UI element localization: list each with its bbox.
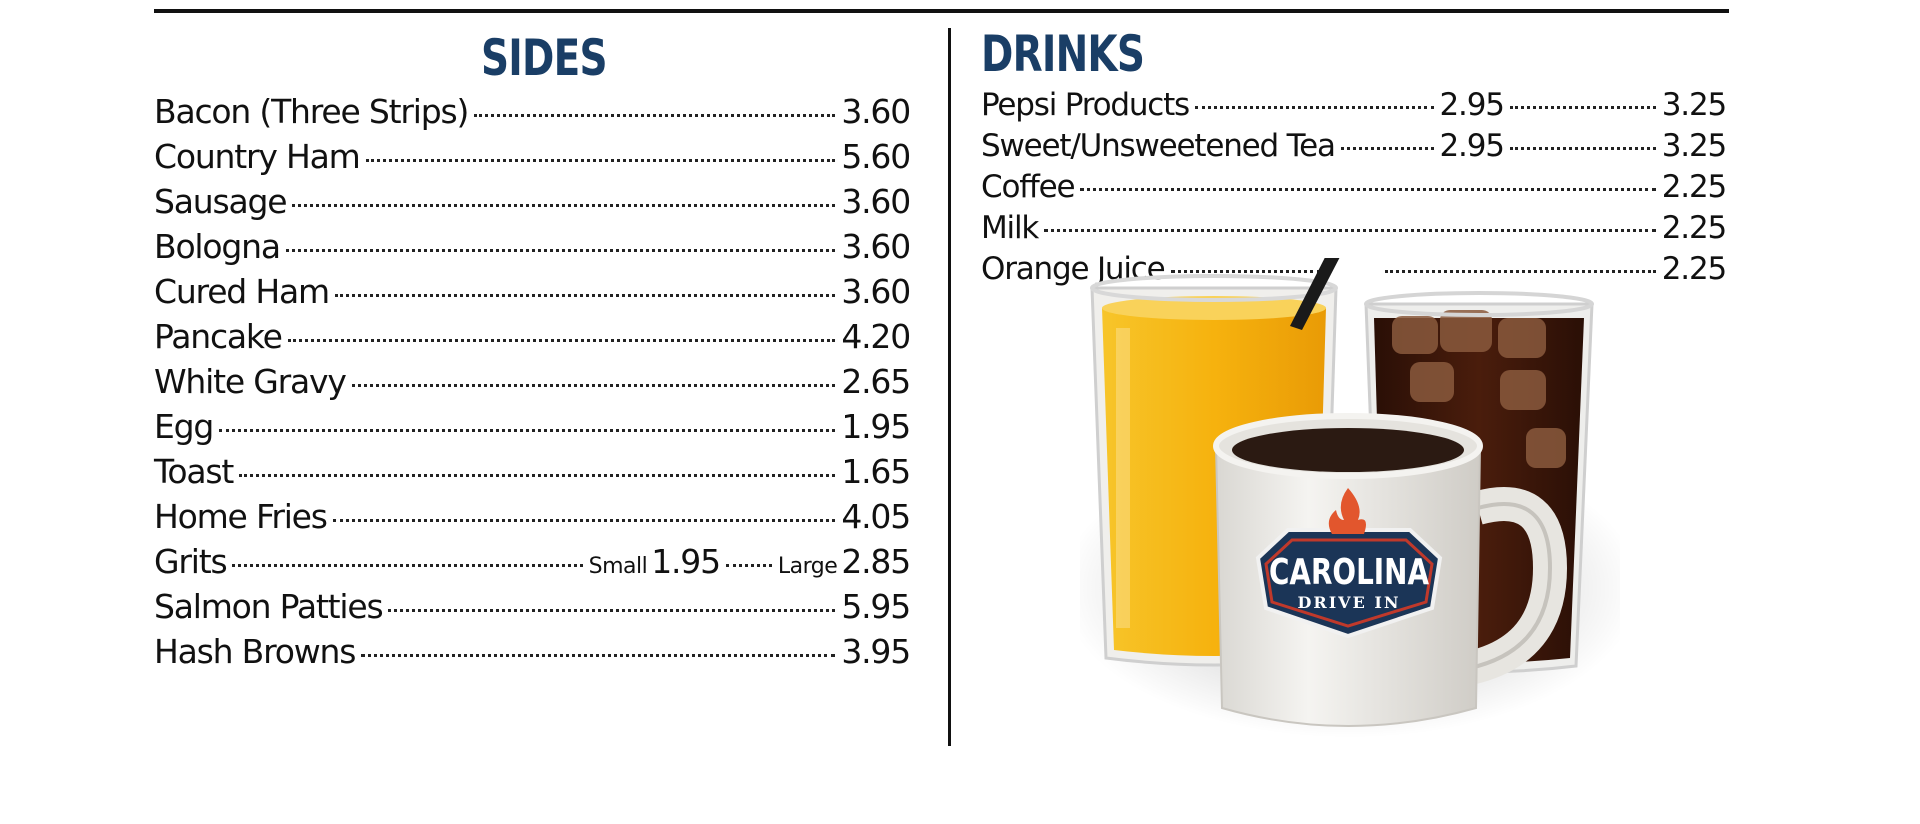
dot-leader: [232, 564, 583, 567]
drinks-illustration: CAROLINA DRIVE IN: [1080, 258, 1620, 738]
dot-leader: [287, 339, 836, 342]
dot-leader: [474, 114, 836, 117]
menu-item: Cured Ham 3.60: [154, 272, 911, 317]
item-name: Hash Browns: [154, 632, 356, 671]
dot-leader: [1340, 147, 1434, 150]
item-price: 3.95: [841, 632, 911, 671]
item-price-large: 3.25: [1661, 128, 1727, 164]
item-price: 3.60: [841, 92, 911, 131]
item-name: Toast: [154, 452, 234, 491]
dot-leader: [725, 564, 772, 567]
small-size-label: Small: [588, 554, 648, 579]
dot-leader: [285, 249, 836, 252]
item-price: 2.65: [841, 362, 911, 401]
item-price-large: 3.25: [1661, 87, 1727, 123]
menu-item: Pepsi Products 2.95 3.25: [981, 87, 1727, 128]
dot-leader: [1195, 106, 1434, 109]
dot-leader: [1170, 270, 1321, 273]
item-price: 4.05: [841, 497, 911, 536]
menu-item: Bacon (Three Strips) 3.60: [154, 92, 911, 137]
menu-item: Pancake 4.20: [154, 317, 911, 362]
item-price: 5.60: [841, 137, 911, 176]
drinks-list: Pepsi Products 2.95 3.25 Sweet/Unsweeten…: [981, 87, 1727, 292]
menu-item: Hash Browns 3.95: [154, 632, 911, 677]
item-price: 4.20: [841, 317, 911, 356]
item-price: 1.65: [841, 452, 911, 491]
straw: [1290, 258, 1340, 330]
item-name: Milk: [981, 210, 1039, 246]
carolina-drive-in-logo: CAROLINA DRIVE IN: [1255, 488, 1443, 639]
menu-item: Coffee 2.25: [981, 169, 1727, 210]
dot-leader: [1080, 188, 1656, 191]
dot-leader: [1509, 106, 1656, 109]
sides-list: Bacon (Three Strips) 3.60 Country Ham 5.…: [154, 92, 911, 677]
item-name: Egg: [154, 407, 214, 446]
dot-leader: [1509, 147, 1656, 150]
menu-item: Country Ham 5.60: [154, 137, 911, 182]
menu-item: Toast 1.65: [154, 452, 911, 497]
dot-leader: [361, 654, 836, 657]
menu-item: Sausage 3.60: [154, 182, 911, 227]
dot-leader: [365, 159, 836, 162]
item-price-small: 2.95: [1439, 128, 1505, 164]
item-name: Sweet/Unsweetened Tea: [981, 128, 1336, 164]
item-price: 3.60: [841, 272, 911, 311]
item-price-small: 2.95: [1439, 87, 1505, 123]
dot-leader: [1044, 229, 1656, 232]
menu-item: Bologna 3.60: [154, 227, 911, 272]
menu-item: Orange Juice 2.25: [981, 251, 1727, 292]
item-name: Pancake: [154, 317, 283, 356]
large-size-label: Large: [777, 554, 838, 579]
large-price: 2.85: [841, 542, 911, 581]
item-name: White Gravy: [154, 362, 347, 401]
flame-icon: [1328, 488, 1366, 534]
item-name: Bologna: [154, 227, 281, 266]
menu-item: Milk 2.25: [981, 210, 1727, 251]
menu-item: Sweet/Unsweetened Tea 2.95 3.25: [981, 128, 1727, 169]
item-name: Sausage: [154, 182, 288, 221]
item-price: 3.60: [841, 182, 911, 221]
dot-leader: [332, 519, 836, 522]
item-name: Pepsi Products: [981, 87, 1190, 123]
item-price: 2.25: [1661, 169, 1727, 205]
item-name: Orange Juice: [981, 251, 1166, 287]
item-name: Bacon (Three Strips): [154, 92, 469, 131]
drinks-heading: DRINKS: [981, 25, 1145, 83]
item-name: Grits: [154, 542, 228, 581]
dot-leader: [239, 474, 836, 477]
dot-leader: [351, 384, 836, 387]
item-price: 3.60: [841, 227, 911, 266]
menu-item-grits: Grits Small 1.95 Large 2.85: [154, 542, 911, 587]
item-price: 5.95: [841, 587, 911, 626]
logo-title: CAROLINA: [1269, 552, 1429, 593]
dot-leader: [334, 294, 836, 297]
small-price: 1.95: [651, 542, 721, 581]
dot-leader: [388, 609, 836, 612]
dot-leader: [1384, 270, 1656, 273]
menu-item: Home Fries 4.05: [154, 497, 911, 542]
sides-heading: SIDES: [481, 29, 608, 87]
item-name: Cured Ham: [154, 272, 330, 311]
menu-item: Egg 1.95: [154, 407, 911, 452]
item-price: 2.25: [1661, 210, 1727, 246]
dot-leader: [219, 429, 836, 432]
item-name: Coffee: [981, 169, 1076, 205]
item-name: Home Fries: [154, 497, 328, 536]
item-price: 1.95: [841, 407, 911, 446]
coffee-mug: CAROLINA DRIVE IN: [1213, 413, 1568, 727]
column-divider: [948, 28, 951, 746]
item-price: 2.25: [1661, 251, 1727, 287]
item-name: Salmon Patties: [154, 587, 384, 626]
logo-subtitle: DRIVE IN: [1298, 593, 1401, 612]
dot-leader: [292, 204, 836, 207]
top-rule: [154, 9, 1729, 13]
menu-item: Salmon Patties 5.95: [154, 587, 911, 632]
item-name: Country Ham: [154, 137, 361, 176]
menu-item: White Gravy 2.65: [154, 362, 911, 407]
